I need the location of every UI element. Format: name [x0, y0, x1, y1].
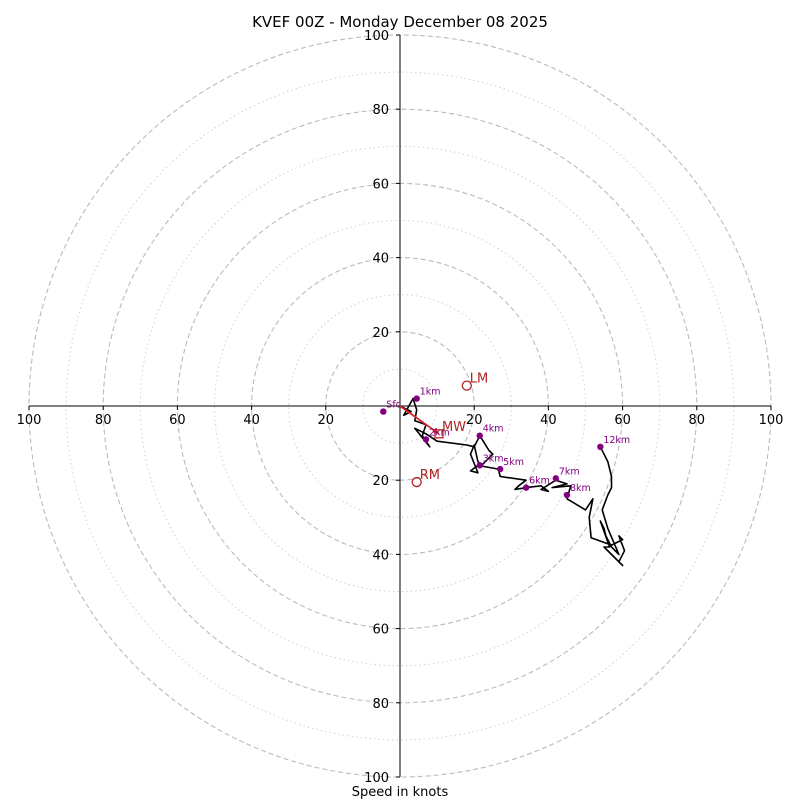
x-tick-label: 60 — [614, 413, 631, 428]
height-marker-label: 4km — [483, 424, 504, 435]
x-tick-label: 80 — [689, 413, 706, 428]
y-tick-label: 40 — [372, 252, 389, 267]
x-tick-label: 100 — [17, 413, 42, 428]
height-marker-dot — [380, 408, 387, 415]
height-marker-dot — [476, 462, 483, 469]
height-marker-label: Sfc — [386, 400, 401, 411]
x-tick-label: 60 — [169, 413, 186, 428]
x-tick-label: 40 — [540, 413, 557, 428]
storm-motion-label: MW — [442, 420, 466, 435]
height-marker-dot — [413, 395, 420, 402]
wind-trace-line — [399, 397, 626, 567]
height-marker-label: 7km — [559, 466, 580, 477]
storm-motion-label: LM — [470, 372, 488, 387]
storm-motion-marker — [411, 476, 422, 488]
height-marker-label: 8km — [570, 483, 591, 494]
height-marker-dot — [522, 484, 530, 491]
mean-wind-shaft — [399, 405, 440, 435]
x-tick-label: 100 — [759, 413, 784, 428]
chart-title: KVEF 00Z - Monday December 08 2025 — [252, 13, 548, 31]
height-marker-dot — [496, 465, 504, 473]
y-tick-label: 60 — [372, 177, 389, 192]
height-marker-dot — [552, 475, 560, 482]
y-tick-label: 80 — [372, 697, 389, 712]
storm-motion-label: RM — [420, 468, 440, 483]
y-tick-label: 20 — [372, 474, 389, 489]
storm-motion-markers: LM MW RM — [411, 372, 488, 488]
y-tick-labels: 100 80 60 40 20 20 40 60 80 100 — [364, 29, 400, 786]
height-marker-dot — [422, 436, 430, 443]
y-tick-label: 100 — [364, 771, 389, 786]
height-marker-label: 3km — [483, 453, 504, 464]
y-tick-label: 80 — [372, 103, 389, 118]
height-marker-label: 12km — [603, 435, 630, 446]
x-tick-labels: 100 80 60 40 20 20 40 60 80 100 — [17, 406, 784, 428]
height-marker-dot — [476, 432, 483, 439]
storm-motion-marker — [461, 380, 472, 391]
x-tick-label: 20 — [466, 413, 483, 428]
x-tick-label: 40 — [243, 413, 260, 428]
y-tick-label: 20 — [372, 326, 389, 341]
height-markers: Sfc 1km 2km 3km 4km 5km 6km 7km 8km 12km — [380, 387, 630, 499]
height-marker-label: 1km — [420, 387, 441, 398]
height-marker-label: 6km — [529, 476, 550, 487]
x-tick-label: 80 — [95, 413, 112, 428]
y-tick-label: 100 — [364, 29, 389, 44]
height-marker-dot — [563, 491, 571, 499]
x-tick-label: 20 — [318, 413, 335, 428]
height-marker-label: 5km — [503, 457, 524, 468]
height-marker-label: 2km — [429, 427, 450, 438]
y-tick-label: 60 — [372, 623, 389, 638]
x-axis-label: Speed in knots — [352, 785, 449, 800]
height-marker-dot — [597, 443, 604, 451]
wind-trace — [399, 397, 626, 567]
y-tick-label: 40 — [372, 548, 389, 563]
storm-motion-marker — [434, 429, 444, 439]
